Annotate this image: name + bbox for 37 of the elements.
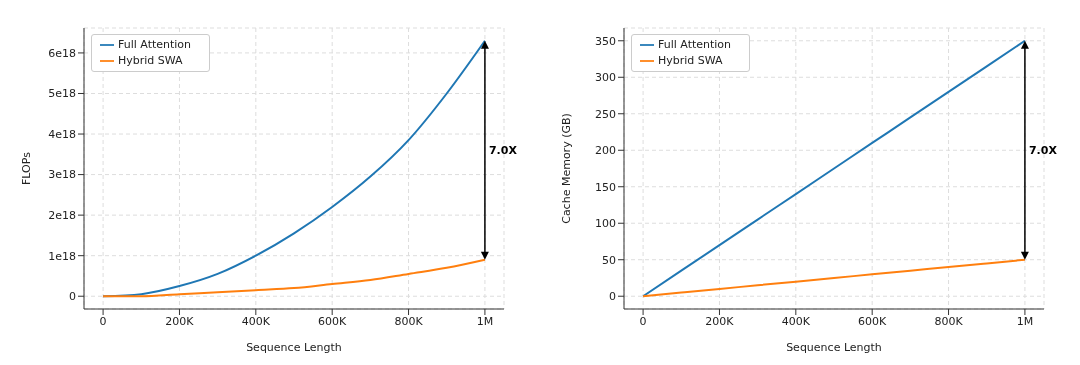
legend-label: Full Attention <box>658 38 732 51</box>
x-tick-label: 0 <box>639 314 647 328</box>
y-tick-label: 0 <box>69 290 76 304</box>
y-tick-label: 4e18 <box>48 127 76 141</box>
annotation: 7.0X <box>1028 144 1058 158</box>
annotation: 7.0X <box>488 144 518 158</box>
y-tick-label: 100 <box>595 217 616 231</box>
legend-label: Hybrid SWA <box>658 54 723 67</box>
x-tick-label: 1M <box>476 314 494 328</box>
x-tick-label: 800K <box>394 314 424 328</box>
y-axis-title: Cache Memory (GB) <box>559 113 573 224</box>
y-tick-label: 6e18 <box>48 46 76 60</box>
y-tick-label: 3e18 <box>48 168 76 182</box>
y-tick-label: 250 <box>595 107 616 121</box>
x-tick-label: 800K <box>934 314 964 328</box>
y-tick-label: 0 <box>609 290 616 304</box>
y-tick-label: 300 <box>595 71 616 85</box>
y-tick-label: 50 <box>602 253 616 267</box>
y-axis-title: FLOPs <box>19 151 33 185</box>
x-tick-label: 600K <box>858 314 888 328</box>
x-tick-label: 400K <box>781 314 811 328</box>
y-tick-label: 1e18 <box>48 249 76 263</box>
legend-label: Hybrid SWA <box>118 54 183 67</box>
x-axis-title: Sequence Length <box>786 341 882 354</box>
y-tick-label: 2e18 <box>48 209 76 223</box>
x-tick-label: 1M <box>1016 314 1034 328</box>
legend-label: Full Attention <box>118 38 192 51</box>
x-tick-label: 200K <box>165 314 195 328</box>
x-axis-title: Sequence Length <box>246 341 342 354</box>
y-tick-label: 5e18 <box>48 87 76 101</box>
x-tick-label: 200K <box>705 314 735 328</box>
y-tick-label: 350 <box>595 34 616 48</box>
y-tick-label: 150 <box>595 180 616 194</box>
x-tick-label: 0 <box>99 314 107 328</box>
x-tick-label: 600K <box>318 314 348 328</box>
x-tick-label: 400K <box>241 314 271 328</box>
y-tick-label: 200 <box>595 144 616 158</box>
